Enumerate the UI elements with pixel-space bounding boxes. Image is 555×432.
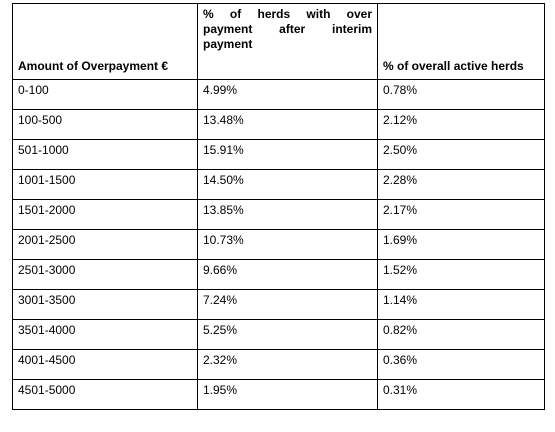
amount-cell: 3001-3500 (12, 289, 198, 320)
amount-cell: 501-1000 (12, 139, 198, 170)
pct-active-cell: 0.82% (377, 319, 545, 350)
pct-herds-cell: 14.50% (197, 169, 378, 200)
overpayment-table-container: Amount of Overpayment € % of herds with … (12, 3, 545, 410)
table-row: 4501-5000 1.95% 0.31% (12, 379, 545, 410)
table-row: 2001-2500 10.73% 1.69% (12, 229, 545, 260)
table-row: 3501-4000 5.25% 0.82% (12, 319, 545, 350)
table-row: 2501-3000 9.66% 1.52% (12, 259, 545, 290)
header-pct-herds-overpayment: % of herds with over payment after inter… (197, 3, 378, 80)
pct-active-cell: 1.69% (377, 229, 545, 260)
pct-active-cell: 2.28% (377, 169, 545, 200)
pct-herds-cell: 10.73% (197, 229, 378, 260)
table-row: 0-100 4.99% 0.78% (12, 79, 545, 110)
amount-cell: 1501-2000 (12, 199, 198, 230)
overpayment-table: Amount of Overpayment € % of herds with … (12, 3, 545, 410)
amount-cell: 3501-4000 (12, 319, 198, 350)
header-pct-overall-active-herds: % of overall active herds (377, 3, 545, 80)
pct-herds-cell: 9.66% (197, 259, 378, 290)
amount-cell: 100-500 (12, 109, 198, 140)
pct-active-cell: 2.50% (377, 139, 545, 170)
pct-active-cell: 1.14% (377, 289, 545, 320)
table-body: 0-100 4.99% 0.78% 100-500 13.48% 2.12% 5… (12, 79, 545, 410)
header-row: Amount of Overpayment € % of herds with … (12, 3, 545, 80)
pct-herds-cell: 1.95% (197, 379, 378, 410)
pct-active-cell: 1.52% (377, 259, 545, 290)
amount-cell: 4501-5000 (12, 379, 198, 410)
pct-herds-cell: 7.24% (197, 289, 378, 320)
pct-herds-cell: 15.91% (197, 139, 378, 170)
amount-cell: 2001-2500 (12, 229, 198, 260)
table-row: 3001-3500 7.24% 1.14% (12, 289, 545, 320)
pct-herds-cell: 2.32% (197, 349, 378, 380)
pct-herds-cell: 4.99% (197, 79, 378, 110)
table-row: 501-1000 15.91% 2.50% (12, 139, 545, 170)
pct-active-cell: 0.31% (377, 379, 545, 410)
pct-active-cell: 2.17% (377, 199, 545, 230)
table-row: 1501-2000 13.85% 2.17% (12, 199, 545, 230)
pct-herds-cell: 5.25% (197, 319, 378, 350)
pct-herds-cell: 13.48% (197, 109, 378, 140)
table-row: 100-500 13.48% 2.12% (12, 109, 545, 140)
table-row: 1001-1500 14.50% 2.28% (12, 169, 545, 200)
amount-cell: 4001-4500 (12, 349, 198, 380)
table-row: 4001-4500 2.32% 0.36% (12, 349, 545, 380)
pct-herds-cell: 13.85% (197, 199, 378, 230)
pct-active-cell: 0.78% (377, 79, 545, 110)
amount-cell: 2501-3000 (12, 259, 198, 290)
amount-cell: 0-100 (12, 79, 198, 110)
header-amount-of-overpayment: Amount of Overpayment € (12, 3, 198, 80)
pct-active-cell: 0.36% (377, 349, 545, 380)
pct-active-cell: 2.12% (377, 109, 545, 140)
amount-cell: 1001-1500 (12, 169, 198, 200)
